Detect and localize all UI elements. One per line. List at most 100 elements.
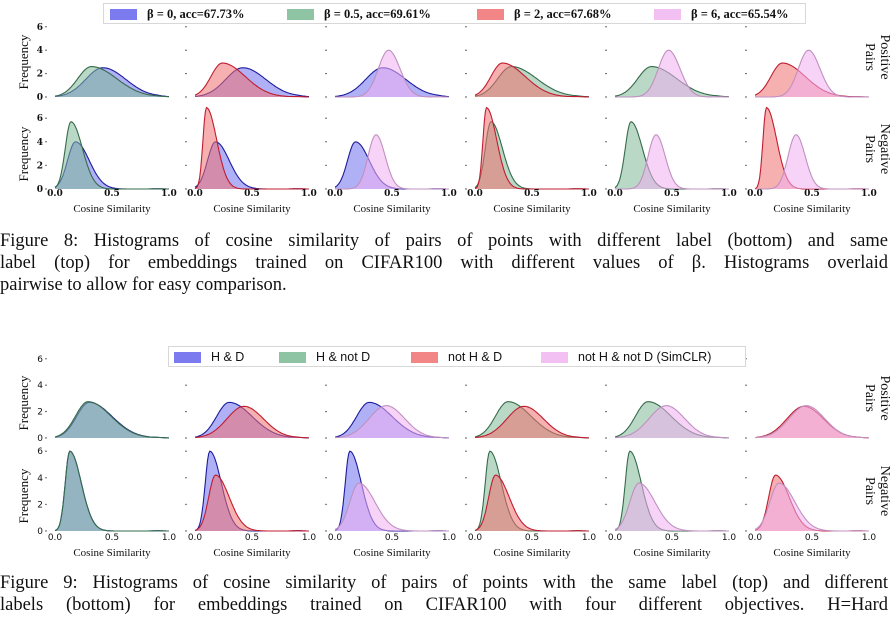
legend-label: not H & D [448,350,503,364]
y-tick-label: 4 [37,138,43,148]
row-label: Pairs [862,135,877,163]
y-tick-mark [185,49,187,51]
x-tick-label: 0.5 [804,189,820,199]
y-tick-mark [45,437,47,439]
density-curve-negative [335,134,449,190]
x-axis-label: Cosine Similarity [633,203,711,215]
density-area-positive [755,405,869,438]
y-tick-mark [465,164,467,167]
legend-item-not-h-d: not H & D [411,349,502,365]
y-tick-mark [325,437,327,439]
density-area-positive [55,66,169,97]
y-tick-label: 6 [37,114,43,124]
y-tick-mark [325,530,327,532]
y-tick-mark [465,384,467,386]
y-tick-mark [45,49,47,51]
caption-line: pairwise to allow for easy comparison. [0,275,287,295]
density-curve-positive [615,49,729,98]
legend-item-h-not-d: H & not D [279,349,370,365]
y-tick-mark [745,503,747,506]
y-tick-mark [605,384,607,386]
y-tick-mark [465,477,467,479]
legend-label: not H & not D (SimCLR) [578,350,712,364]
y-tick-mark [185,410,187,413]
density-area-positive [755,63,869,97]
y-tick-mark [605,26,607,28]
y-tick-mark [45,141,47,143]
x-tick-label: 0.5 [384,189,400,199]
y-tick-label: 4 [37,381,43,391]
x-tick-label: 0.0 [468,533,483,543]
x-tick-label: 1.0 [721,189,737,199]
y-tick-mark [465,141,467,143]
y-tick-label: 0 [37,527,43,537]
x-axis-label: Cosine Similarity [493,547,571,559]
y-tick-mark [605,141,607,143]
caption-line: Figure 8: Histograms of cosine similarit… [0,231,888,251]
density-area-negative [55,121,169,189]
y-tick-mark [45,384,47,386]
x-tick-label: 0.5 [525,533,539,543]
legend-swatch [110,8,137,20]
legend-swatch [279,351,306,363]
y-tick-mark [745,450,747,452]
legend-label: H & not D [316,350,371,364]
y-tick-mark [605,437,607,439]
figure9-legend: H & D H & not D not H & D not H & not D … [168,346,746,367]
y-tick-mark [605,188,607,190]
y-tick-mark [45,188,47,190]
x-tick-label: 1.0 [442,533,457,543]
x-tick-label: 0.0 [327,189,343,199]
y-tick-mark [45,477,47,479]
row-label: Pairs [862,477,877,505]
y-axis-label: Frequency [16,126,31,181]
row-label: Pairs [862,384,877,412]
y-tick-mark [745,164,747,167]
legend-item-h-and-d: H & D [174,349,244,365]
y-tick-mark [45,72,47,75]
y-tick-mark [745,117,747,119]
density-area-positive [55,401,169,438]
density-curve-negative [474,106,589,190]
y-tick-mark [325,410,327,413]
y-tick-mark [185,188,187,190]
y-tick-label: 6 [37,23,43,33]
y-tick-mark [605,164,607,167]
x-tick-label: 1.0 [581,189,597,199]
y-tick-mark [745,72,747,75]
x-tick-label: 0.5 [664,189,680,199]
y-tick-mark [465,117,467,119]
y-tick-mark [45,530,47,532]
y-tick-mark [605,72,607,75]
x-tick-label: 0.5 [244,189,260,199]
density-curve-positive [615,405,729,439]
y-tick-mark [45,96,47,98]
x-tick-label: 1.0 [861,189,877,199]
y-tick-mark [465,96,467,98]
y-tick-mark [745,530,747,532]
y-tick-mark [465,188,467,190]
legend-label: β = 2, acc=67.68% [514,6,612,21]
y-tick-mark [465,410,467,413]
x-axis-label: Cosine Similarity [213,203,291,215]
y-tick-mark [45,164,47,167]
y-tick-mark [185,450,187,452]
y-tick-mark [605,49,607,51]
y-tick-label: 4 [37,46,43,56]
y-tick-mark [185,477,187,479]
x-axis-label: Cosine Similarity [353,547,431,559]
legend-item-beta-2: β = 2, acc=67.68% [477,6,612,22]
legend-swatch [287,8,314,20]
density-curve-positive [474,62,590,98]
y-tick-mark [325,72,327,75]
y-tick-mark [185,384,187,386]
y-tick-mark [465,49,467,51]
density-curve-negative [474,474,589,532]
density-curve-negative [755,134,869,190]
legend-swatch [654,8,681,20]
y-tick-label: 6 [37,447,43,457]
caption-line: Figure 9: Histograms of cosine similarit… [0,573,888,593]
density-curve-positive [54,66,169,98]
density-area-positive [615,405,729,438]
